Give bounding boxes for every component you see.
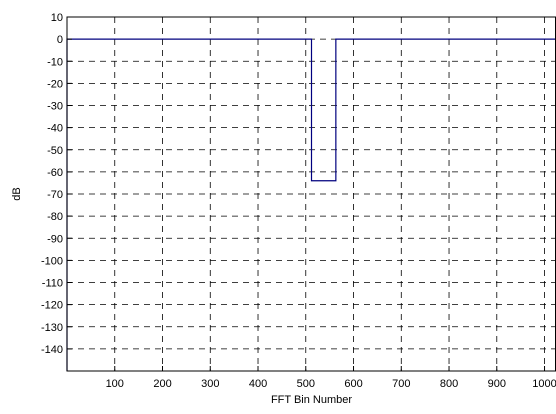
- y-tick-label: -60: [47, 167, 63, 179]
- y-tick-label: -70: [47, 189, 63, 201]
- x-axis-ticks: 100 200 300 400 500 600 700 800 900 1000: [106, 366, 556, 390]
- x-tick-label: 200: [153, 378, 171, 390]
- x-tick-label: 600: [344, 378, 362, 390]
- y-tick-label: -30: [47, 101, 63, 113]
- series-line: [66, 38, 556, 371]
- y-tick-label: -100: [41, 255, 63, 267]
- x-tick-label: 400: [249, 378, 267, 390]
- y-tick-label: -20: [47, 78, 63, 90]
- y-tick-label: -120: [41, 300, 63, 312]
- y-tick-label: 0: [57, 34, 63, 46]
- y-tick-label: -90: [47, 233, 63, 245]
- x-tick-label: 100: [106, 378, 124, 390]
- x-axis-label: FFT Bin Number: [271, 394, 352, 406]
- y-tick-label: -130: [41, 322, 63, 334]
- y-tick-label: -110: [42, 278, 63, 290]
- y-tick-label: -80: [47, 211, 63, 223]
- x-tick-label: 900: [488, 378, 506, 390]
- x-tick-label: 700: [392, 378, 410, 390]
- y-axis-ticks: 10 0 -10 -20 -30 -40 -50 -60 -70 -80 -90 -100 -110 -1…: [41, 12, 72, 356]
- x-tick-label: 1000: [532, 378, 556, 390]
- y-tick-label: -40: [47, 123, 63, 135]
- y-axis-label: dB: [11, 187, 23, 200]
- x-tick-label: 500: [297, 378, 315, 390]
- y-tick-label: 10: [51, 12, 63, 24]
- x-tick-label: 300: [201, 378, 219, 390]
- y-tick-label: -10: [47, 56, 63, 68]
- x-tick-label: 800: [440, 378, 458, 390]
- series-layer: [66, 38, 556, 371]
- y-tick-label: -140: [41, 344, 63, 356]
- y-tick-label: -50: [47, 145, 63, 157]
